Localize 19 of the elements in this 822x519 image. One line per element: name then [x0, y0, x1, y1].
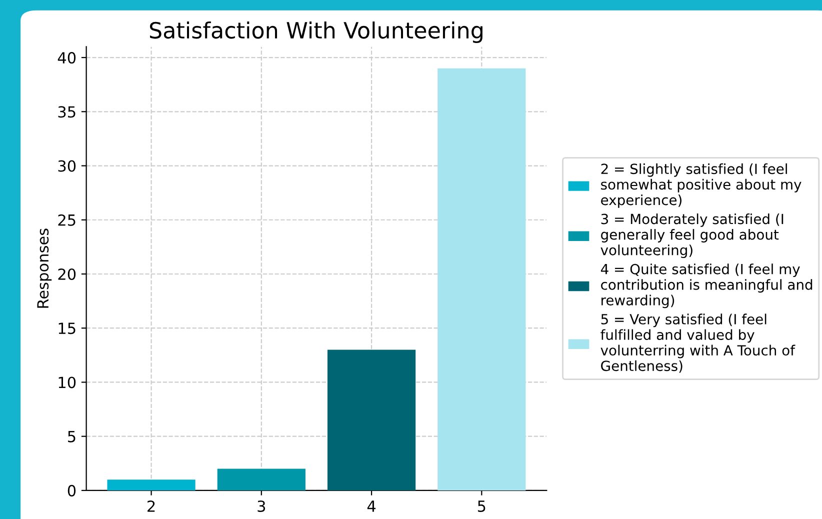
y-tick-label: 0 — [68, 484, 76, 496]
legend-label: 2 = Slightly satisfied (I feel somewhat positive about my experience) — [601, 163, 802, 208]
y-tick-label: 30 — [58, 160, 76, 172]
chart-title: Satisfaction With Volunteering — [150, 21, 482, 43]
y-tick-label: 35 — [58, 106, 76, 118]
legend-label: 3 = Moderately satisfied (I generally feel good about volunteering) — [600, 213, 784, 258]
y-tick-label: 15 — [58, 322, 76, 334]
y-tick-label: 40 — [58, 52, 76, 64]
x-tick-label: 2 — [148, 500, 155, 512]
y-tick-label: 5 — [68, 431, 76, 442]
x-tick-label: 4 — [367, 500, 376, 512]
x-tick-label: 5 — [478, 500, 486, 512]
legend-label: 5 = Very satisfied (I feel fulfilled and valued by volunterring with A Touch of Gentleness) — [600, 314, 796, 373]
x-tick-label: 3 — [258, 500, 266, 512]
y-tick-label: 20 — [58, 268, 76, 280]
y-tick-label: 10 — [58, 376, 76, 388]
y-axis-title: Responses — [37, 228, 52, 308]
y-tick-label: 25 — [58, 214, 76, 226]
legend-label: 4 = Quite satisfied (I feel my contribution is meaningful and rewarding) — [600, 264, 812, 308]
